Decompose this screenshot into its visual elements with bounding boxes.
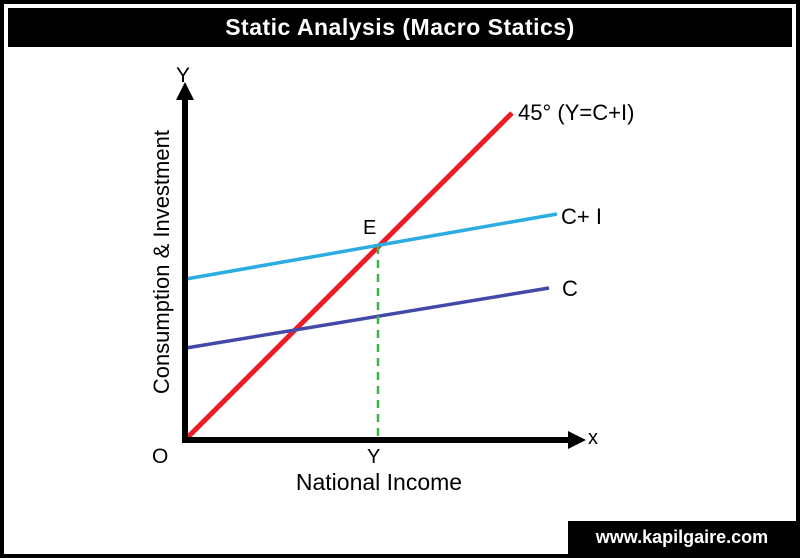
aggregate-demand-curve-label: C+ I (561, 204, 602, 229)
aggregate-demand-curve (185, 212, 558, 281)
line-45-degree (184, 111, 514, 441)
y-axis-arrow-icon (176, 82, 194, 100)
consumption-curve-label: C (562, 276, 578, 301)
equilibrium-income-label: Y (367, 446, 381, 468)
equilibrium-point-label: E (363, 217, 377, 239)
origin-label: O (152, 445, 169, 468)
x-axis-arrow-label: x (588, 427, 598, 449)
y-axis-arrow-label: Y (176, 64, 191, 87)
watermark-text: www.kapilgaire.com (595, 527, 769, 547)
page-title: Static Analysis (Macro Statics) (225, 14, 575, 40)
watermark-bar: www.kapilgaire.com (568, 521, 796, 554)
x-axis-title: National Income (295, 469, 463, 495)
line-45-label: 45° (Y=C+I) (518, 100, 635, 125)
title-bar: Static Analysis (Macro Statics) (8, 8, 792, 47)
x-axis-arrow-icon (568, 431, 586, 449)
diagram-svg (176, 82, 586, 449)
consumption-curve (185, 286, 550, 350)
y-axis-title: Consumption & Investment (148, 130, 174, 395)
